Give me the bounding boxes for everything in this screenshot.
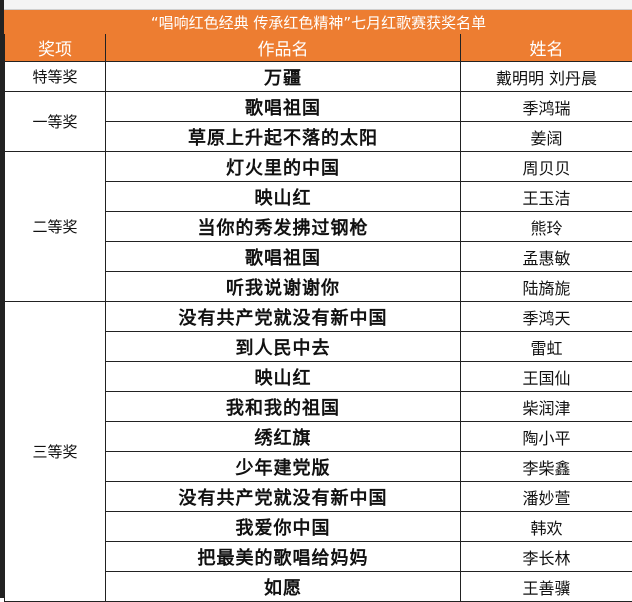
name-cell: 熊玲 bbox=[461, 212, 632, 242]
work-cell: 灯火里的中国 bbox=[106, 152, 461, 182]
prize-cell: 一等奖 bbox=[5, 92, 106, 152]
name-cell: 王国仙 bbox=[461, 362, 632, 392]
work-cell: 没有共产党就没有新中国 bbox=[106, 482, 461, 512]
work-cell: 万疆 bbox=[106, 62, 461, 92]
name-cell: 季鸿瑞 bbox=[461, 92, 632, 122]
name-cell: 孟惠敏 bbox=[461, 242, 632, 272]
name-cell: 柴润津 bbox=[461, 392, 632, 422]
name-cell: 戴明明 刘丹晨 bbox=[461, 62, 632, 92]
name-cell: 王玉洁 bbox=[461, 182, 632, 212]
name-cell: 王善骥 bbox=[461, 572, 632, 602]
table-row: 特等奖万疆戴明明 刘丹晨 bbox=[5, 62, 632, 92]
name-cell: 姜阔 bbox=[461, 122, 632, 152]
name-cell: 陆旖旎 bbox=[461, 272, 632, 302]
header-prize: 奖项 bbox=[5, 34, 106, 62]
prize-cell: 二等奖 bbox=[5, 152, 106, 302]
work-cell: 草原上升起不落的太阳 bbox=[106, 122, 461, 152]
work-cell: 如愿 bbox=[106, 572, 461, 602]
table-row: 二等奖灯火里的中国周贝贝 bbox=[5, 152, 632, 182]
work-cell: 歌唱祖国 bbox=[106, 242, 461, 272]
prize-cell: 三等奖 bbox=[5, 302, 106, 602]
name-cell: 李柴鑫 bbox=[461, 452, 632, 482]
work-cell: 映山红 bbox=[106, 182, 461, 212]
name-cell: 雷虹 bbox=[461, 332, 632, 362]
spreadsheet-top-row bbox=[0, 0, 632, 10]
work-cell: 到人民中去 bbox=[106, 332, 461, 362]
header-name: 姓名 bbox=[461, 34, 632, 62]
table-title: “唱响红色经典 传承红色精神”七月红歌赛获奖名单 bbox=[5, 11, 632, 34]
work-cell: 没有共产党就没有新中国 bbox=[106, 302, 461, 332]
work-cell: 少年建党版 bbox=[106, 452, 461, 482]
award-table: “唱响红色经典 传承红色精神”七月红歌赛获奖名单 奖项 作品名 姓名 特等奖万疆… bbox=[4, 10, 632, 602]
prize-cell: 特等奖 bbox=[5, 62, 106, 92]
work-cell: 听我说谢谢你 bbox=[106, 272, 461, 302]
name-cell: 陶小平 bbox=[461, 422, 632, 452]
name-cell: 周贝贝 bbox=[461, 152, 632, 182]
work-cell: 绣红旗 bbox=[106, 422, 461, 452]
name-cell: 韩欢 bbox=[461, 512, 632, 542]
header-work: 作品名 bbox=[106, 34, 461, 62]
work-cell: 我和我的祖国 bbox=[106, 392, 461, 422]
table-row: 一等奖歌唱祖国季鸿瑞 bbox=[5, 92, 632, 122]
work-cell: 我爱你中国 bbox=[106, 512, 461, 542]
work-cell: 映山红 bbox=[106, 362, 461, 392]
work-cell: 当你的秀发拂过钢枪 bbox=[106, 212, 461, 242]
name-cell: 潘妙萱 bbox=[461, 482, 632, 512]
work-cell: 歌唱祖国 bbox=[106, 92, 461, 122]
work-cell: 把最美的歌唱给妈妈 bbox=[106, 542, 461, 572]
name-cell: 季鸿天 bbox=[461, 302, 632, 332]
table-row: 三等奖没有共产党就没有新中国季鸿天 bbox=[5, 302, 632, 332]
name-cell: 李长林 bbox=[461, 542, 632, 572]
